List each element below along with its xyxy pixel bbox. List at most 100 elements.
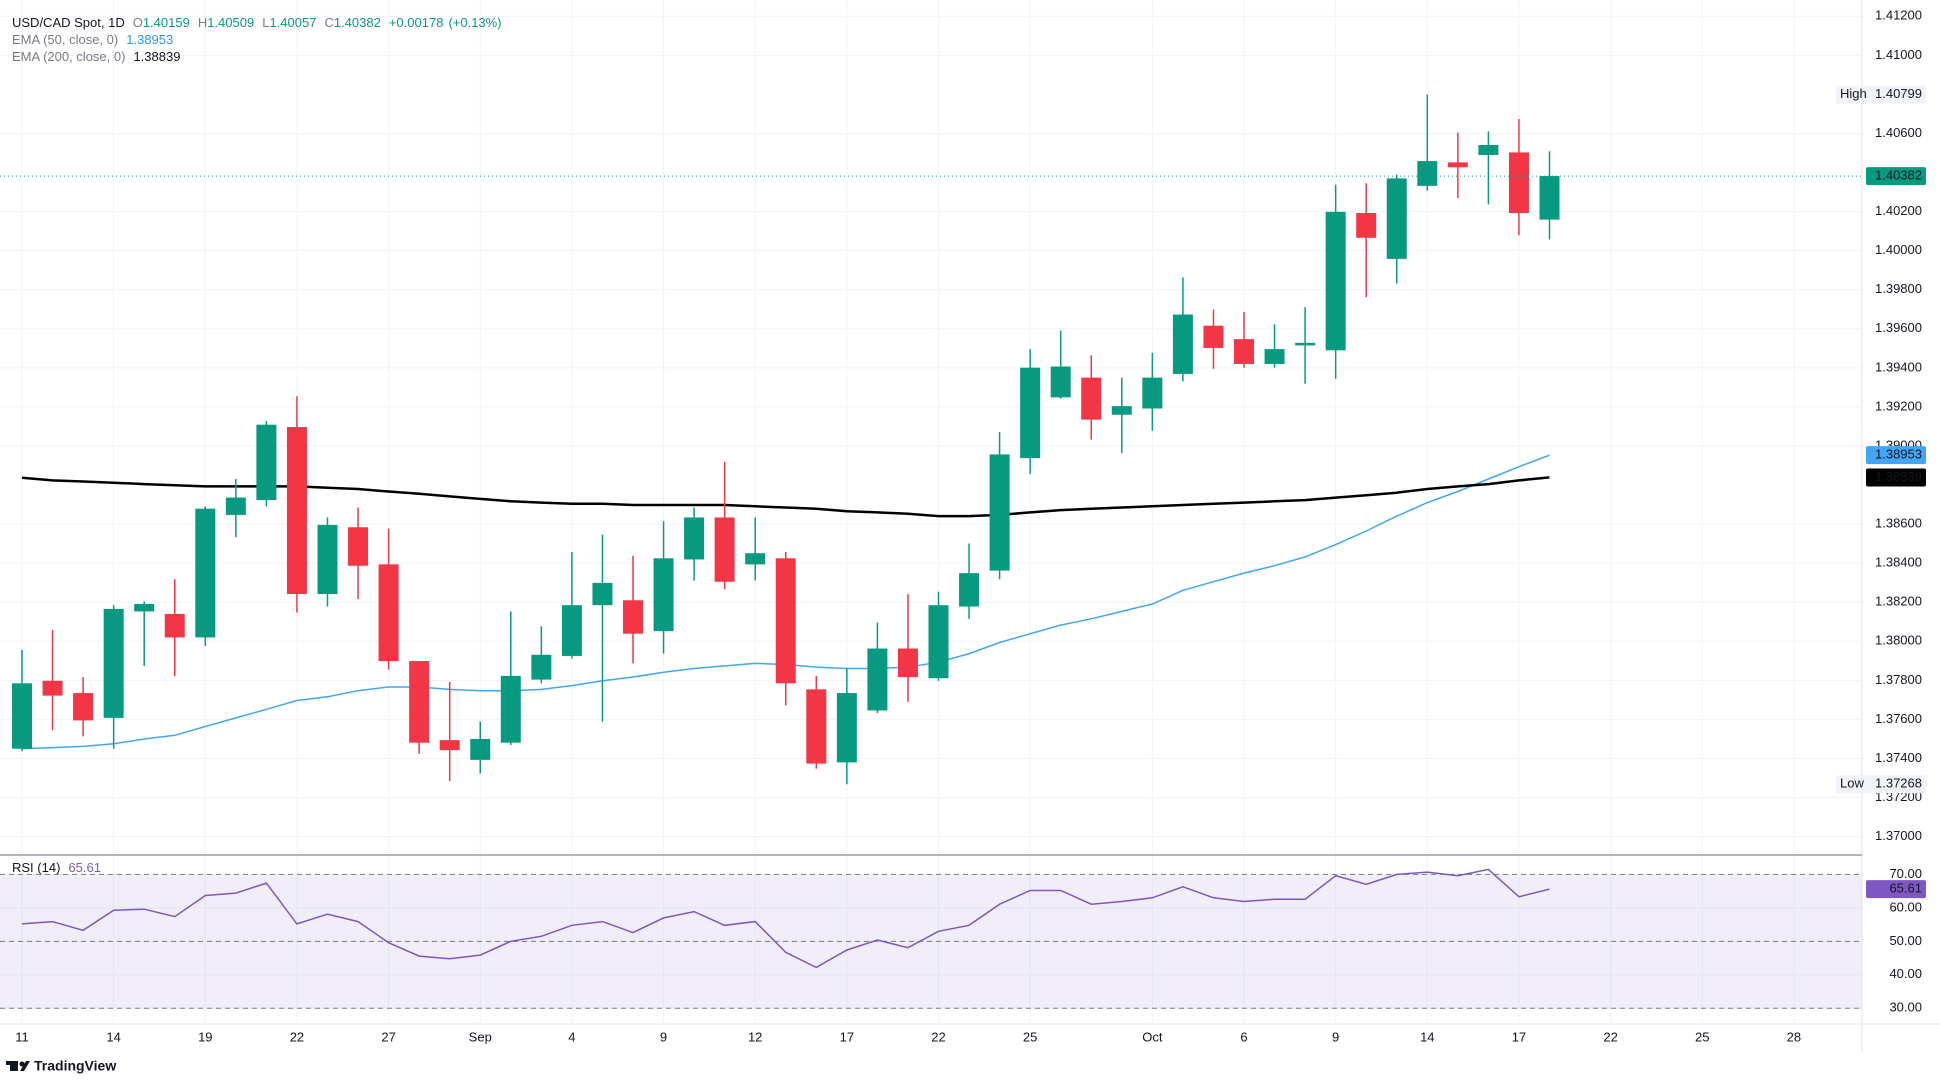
candle-body	[439, 740, 460, 751]
y-tick-label: 1.41200	[1875, 8, 1922, 23]
high-marker-box	[1836, 85, 1926, 104]
high-marker-value: 1.40799	[1875, 86, 1922, 101]
ohlc-value: 1.40057	[269, 15, 316, 30]
candle-body	[42, 680, 63, 696]
candle-body	[1386, 178, 1407, 259]
x-tick-label: 25	[1023, 1029, 1037, 1044]
x-tick-label: 27	[381, 1029, 395, 1044]
y-tick-label: 50.00	[1889, 933, 1922, 948]
candle-body	[1172, 314, 1193, 374]
candle-body	[12, 683, 32, 749]
ema-line	[21, 476, 1550, 518]
y-tick-label: 1.38600	[1875, 516, 1922, 531]
ohlc-label: O	[133, 15, 143, 30]
candle-body	[928, 605, 949, 679]
candle-body	[195, 508, 216, 638]
candle-body	[409, 661, 430, 743]
candle-body	[561, 605, 582, 656]
candle-body	[256, 424, 277, 501]
ohlc-value: 1.40509	[207, 15, 254, 30]
candle-body	[714, 517, 735, 582]
candle-body	[1050, 366, 1071, 398]
y-tick-label: 1.38000	[1875, 633, 1922, 648]
background: 1.370001.372001.374001.376001.378001.380…	[0, 0, 1922, 1044]
y-tick-label: 1.41000	[1875, 47, 1922, 62]
ohlc-value: 1.40382	[334, 15, 381, 30]
candle-body	[103, 608, 124, 718]
ema-price-label-box	[1866, 446, 1926, 465]
header: USD/CAD Spot, 1D O1.40159 H1.40509 L1.40057…	[12, 15, 502, 30]
candle-body	[286, 427, 307, 595]
candle-body	[1203, 325, 1224, 348]
candle-body	[959, 573, 980, 607]
candle-body	[225, 497, 246, 515]
change: +0.00178	[389, 15, 444, 30]
y-tick-label: 1.38400	[1875, 555, 1922, 570]
x-tick-label: 6	[1240, 1029, 1247, 1044]
candle-body	[989, 454, 1010, 571]
legend-name: EMA (50, close, 0)	[12, 32, 118, 47]
brand: TradingView	[34, 1058, 116, 1074]
y-tick-label: 1.37400	[1875, 750, 1922, 765]
ohlc-label: C	[324, 15, 333, 30]
y-tick-label: 1.37800	[1875, 672, 1922, 687]
candle-body	[378, 564, 399, 662]
candle-body	[836, 693, 857, 763]
y-tick-label: 60.00	[1889, 899, 1922, 914]
ema-price-label: 1.38953	[1875, 447, 1922, 462]
candle-body	[897, 648, 918, 678]
candle-body	[592, 582, 613, 606]
x-tick-label: 22	[290, 1029, 304, 1044]
x-tick-label: 19	[198, 1029, 212, 1044]
candle-body	[1295, 342, 1316, 346]
candle-body	[1325, 211, 1346, 351]
legend-entry: EMA (200, close, 0) 1.38839	[12, 49, 180, 64]
candle-body	[317, 524, 338, 595]
x-tick-label: 12	[748, 1029, 762, 1044]
legend-value: 1.38839	[133, 49, 180, 64]
high-marker-label: High	[1840, 86, 1867, 101]
last-price-label: 1.40382	[1875, 168, 1922, 183]
ohlc-label: L	[262, 15, 269, 30]
y-tick-label: 1.37000	[1875, 828, 1922, 843]
low-marker-value: 1.37268	[1875, 776, 1922, 791]
x-tick-label: Oct	[1142, 1029, 1163, 1044]
y-tick-label: 1.39600	[1875, 320, 1922, 335]
y-tick-label: 1.40600	[1875, 125, 1922, 140]
candle-body	[1142, 377, 1163, 409]
candle-body	[531, 654, 552, 680]
ema-price-label: 1.38839	[1875, 469, 1922, 484]
last-price-label-box	[1866, 167, 1926, 186]
rsi-value-label: 65.61	[1889, 881, 1922, 896]
rsi-header: RSI (14) 65.61	[12, 860, 101, 875]
legend-name: EMA (200, close, 0)	[12, 49, 125, 64]
y-tick-label: 1.40000	[1875, 242, 1922, 257]
x-tick-label: 28	[1787, 1029, 1801, 1044]
candle-body	[653, 558, 674, 632]
candle-body	[164, 613, 185, 638]
candle-body	[1234, 339, 1254, 364]
x-tick-label: 14	[1420, 1029, 1434, 1044]
y-tick-label: 1.39800	[1875, 281, 1922, 296]
candle-body	[806, 689, 827, 764]
candle-body	[745, 553, 766, 565]
x-tick-label: 22	[1603, 1029, 1617, 1044]
logo-dot	[19, 1061, 25, 1067]
overlay: USD/CAD Spot, 1D O1.40159 H1.40509 L1.40057…	[6, 15, 1926, 1074]
candle-body	[73, 693, 94, 721]
y-tick-label: 1.40200	[1875, 203, 1922, 218]
change-percent: (+0.13%)	[448, 15, 501, 30]
y-tick-label: 1.37600	[1875, 711, 1922, 726]
y-tick-label: 70.00	[1889, 866, 1922, 881]
y-tick-label: 1.38200	[1875, 594, 1922, 609]
x-tick-label: 14	[106, 1029, 120, 1044]
candle-body	[500, 675, 521, 743]
candle-body	[1081, 377, 1102, 420]
candle-body	[470, 738, 491, 760]
x-tick-label: 25	[1695, 1029, 1709, 1044]
y-tick-label: 30.00	[1889, 1000, 1922, 1015]
logo-bar	[10, 1061, 18, 1071]
legend-value: 1.38953	[126, 32, 173, 47]
